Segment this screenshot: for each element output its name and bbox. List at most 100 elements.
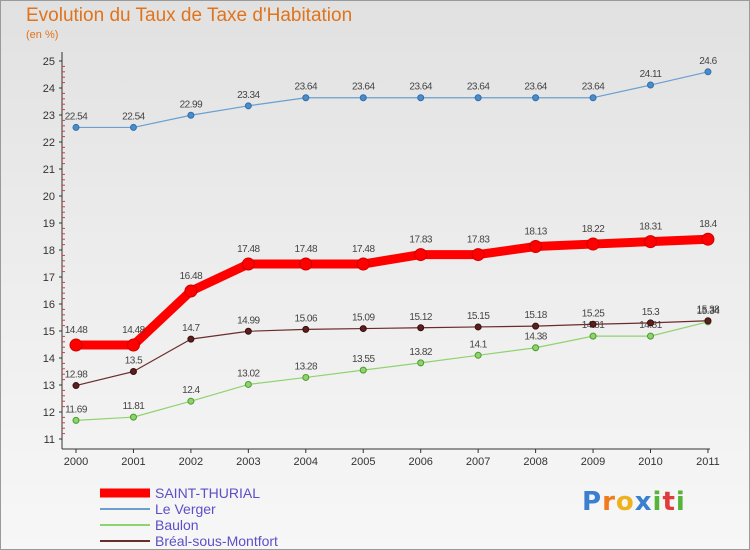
data-label-saint-thurial: 18.22 bbox=[582, 224, 605, 235]
data-label-saint-thurial: 16.48 bbox=[180, 271, 203, 282]
data-point-saint-thurial bbox=[69, 338, 83, 352]
data-label-le-verger: 23.64 bbox=[582, 82, 605, 93]
y-tick-label: 25 bbox=[43, 56, 55, 68]
data-point-br-al-sous-montfort bbox=[474, 323, 482, 331]
logo-letter: t bbox=[662, 487, 676, 517]
x-tick-label: 2005 bbox=[351, 456, 375, 468]
data-point-le-verger bbox=[417, 94, 425, 102]
x-tick-label: 2004 bbox=[294, 456, 318, 468]
data-point-le-verger bbox=[589, 94, 597, 102]
data-point-le-verger bbox=[532, 94, 540, 102]
data-point-baulon bbox=[129, 413, 137, 421]
data-label-le-verger: 22.99 bbox=[180, 99, 203, 110]
data-label-br-al-sous-montfort: 14.99 bbox=[237, 315, 260, 326]
data-label-le-verger: 23.64 bbox=[524, 82, 547, 93]
data-label-le-verger: 24.11 bbox=[640, 69, 663, 80]
series-line-baulon bbox=[75, 321, 709, 421]
data-point-baulon bbox=[359, 366, 367, 374]
data-point-br-al-sous-montfort bbox=[704, 317, 712, 325]
data-label-saint-thurial: 14.48 bbox=[122, 325, 145, 336]
series-line-br-al-sous-montfort bbox=[75, 320, 708, 387]
y-tick-label: 11 bbox=[44, 434, 55, 446]
data-label-saint-thurial: 18.4 bbox=[699, 219, 717, 230]
data-label-br-al-sous-montfort: 15.3 bbox=[642, 307, 660, 318]
data-point-br-al-sous-montfort bbox=[302, 325, 310, 333]
data-point-le-verger bbox=[474, 94, 482, 102]
data-point-br-al-sous-montfort bbox=[72, 382, 80, 390]
x-tick-label: 2008 bbox=[523, 456, 547, 468]
data-point-baulon bbox=[589, 332, 597, 340]
legend-swatch bbox=[100, 508, 150, 510]
data-point-baulon bbox=[187, 397, 195, 405]
data-label-le-verger: 23.64 bbox=[352, 82, 375, 93]
data-label-saint-thurial: 17.48 bbox=[295, 244, 318, 255]
data-point-br-al-sous-montfort bbox=[589, 320, 597, 328]
logo-letter: P bbox=[582, 487, 603, 517]
data-point-le-verger bbox=[244, 102, 252, 110]
data-point-saint-thurial bbox=[299, 257, 313, 271]
data-label-br-al-sous-montfort: 15.12 bbox=[409, 312, 432, 323]
legend-label: Bréal-sous-Montfort bbox=[155, 533, 278, 549]
y-tick-label: 18 bbox=[43, 245, 55, 257]
data-label-baulon: 11.81 bbox=[123, 401, 146, 412]
data-label-le-verger: 24.6 bbox=[699, 56, 717, 67]
data-point-saint-thurial bbox=[586, 237, 600, 251]
proxiti-logo: Proxiti bbox=[582, 487, 686, 517]
data-point-le-verger bbox=[72, 123, 80, 131]
data-point-le-verger bbox=[359, 94, 367, 102]
logo-letter: o bbox=[615, 487, 635, 517]
data-label-saint-thurial: 17.83 bbox=[409, 235, 432, 246]
y-tick-label: 13 bbox=[43, 380, 55, 392]
data-point-br-al-sous-montfort bbox=[359, 325, 367, 333]
y-tick-label: 14 bbox=[43, 353, 55, 365]
chart-subtitle: (en %) bbox=[26, 29, 59, 41]
data-point-br-al-sous-montfort bbox=[532, 322, 540, 330]
data-label-baulon: 12.4 bbox=[182, 385, 200, 396]
data-point-saint-thurial bbox=[529, 239, 543, 253]
y-tick-label: 16 bbox=[43, 299, 55, 311]
y-tick-label: 22 bbox=[43, 137, 55, 149]
chart-title: Evolution du Taux de Taxe d'Habitation bbox=[26, 5, 353, 26]
data-point-br-al-sous-montfort bbox=[647, 319, 654, 327]
data-label-baulon: 14.1 bbox=[469, 339, 487, 350]
data-label-saint-thurial: 14.48 bbox=[65, 325, 88, 336]
data-label-saint-thurial: 18.13 bbox=[524, 226, 547, 237]
data-label-le-verger: 22.54 bbox=[65, 111, 88, 122]
data-point-le-verger bbox=[647, 81, 654, 89]
data-point-saint-thurial bbox=[184, 284, 198, 298]
series-line-le-verger bbox=[76, 71, 709, 129]
y-tick-label: 21 bbox=[43, 164, 55, 176]
data-label-br-al-sous-montfort: 12.98 bbox=[65, 370, 88, 381]
data-point-saint-thurial bbox=[241, 257, 255, 271]
data-label-br-al-sous-montfort: 15.18 bbox=[524, 310, 547, 321]
data-label-le-verger: 23.64 bbox=[409, 82, 432, 93]
logo-letter: x bbox=[634, 487, 653, 517]
data-label-le-verger: 23.64 bbox=[467, 82, 490, 93]
x-tick-label: 2010 bbox=[638, 456, 662, 468]
y-tick-label: 15 bbox=[43, 326, 55, 338]
x-tick-label: 2011 bbox=[696, 456, 720, 468]
data-point-baulon bbox=[647, 332, 654, 340]
x-tick-label: 2009 bbox=[581, 456, 605, 468]
data-label-saint-thurial: 17.83 bbox=[467, 235, 490, 246]
data-label-br-al-sous-montfort: 15.06 bbox=[295, 313, 318, 324]
data-label-baulon: 11.69 bbox=[65, 404, 88, 415]
data-label-le-verger: 23.34 bbox=[237, 90, 260, 101]
data-point-le-verger bbox=[129, 123, 137, 131]
data-label-br-al-sous-montfort: 15.15 bbox=[467, 311, 490, 322]
x-tick-label: 2007 bbox=[466, 456, 490, 468]
data-point-saint-thurial bbox=[644, 235, 657, 249]
data-label-baulon: 13.82 bbox=[409, 347, 432, 358]
data-point-baulon bbox=[532, 344, 540, 352]
data-label-baulon: 13.55 bbox=[352, 354, 375, 365]
y-tick-label: 23 bbox=[43, 110, 55, 122]
data-point-br-al-sous-montfort bbox=[187, 335, 195, 343]
legend-label: SAINT-THURIAL bbox=[155, 485, 261, 501]
logo-letter: i bbox=[675, 487, 686, 517]
data-point-le-verger bbox=[187, 111, 195, 119]
data-point-saint-thurial bbox=[701, 232, 715, 246]
data-point-br-al-sous-montfort bbox=[417, 324, 425, 332]
logo-letter: r bbox=[602, 487, 616, 517]
